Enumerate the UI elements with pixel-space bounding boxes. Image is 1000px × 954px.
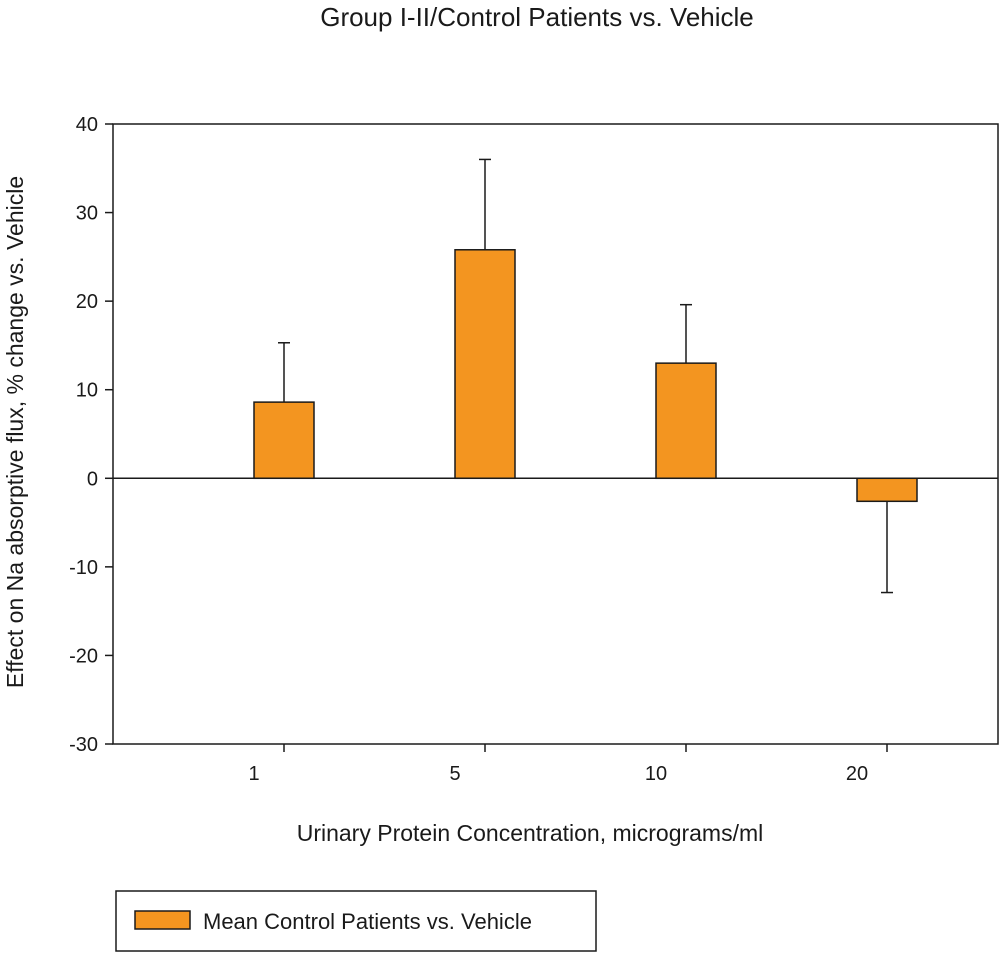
y-tick-label: 0 (87, 468, 98, 490)
legend-label: Mean Control Patients vs. Vehicle (203, 909, 532, 934)
x-axis-ticks: 1 5 10 20 (248, 744, 888, 785)
error-bars (278, 158, 893, 594)
y-axis-label: Effect on Na absorptive flux, % change v… (2, 176, 28, 688)
y-tick-label: 20 (76, 291, 98, 313)
bar (856, 477, 918, 503)
x-tick-label: 10 (645, 763, 667, 785)
chart-title: Group I-II/Control Patients vs. Vehicle (320, 2, 754, 32)
y-tick-label: -20 (69, 645, 98, 667)
bar-series (253, 249, 918, 503)
legend-swatch (134, 910, 191, 930)
y-axis-ticks: 40 30 20 10 0 -10 -20 -30 (69, 114, 113, 756)
bar (655, 362, 717, 480)
legend: Mean Control Patients vs. Vehicle (115, 890, 597, 952)
plot-frame (112, 123, 999, 745)
x-tick-label: 1 (248, 763, 259, 785)
x-tick-label: 20 (846, 763, 868, 785)
y-tick-label: -10 (69, 557, 98, 579)
x-axis-label: Urinary Protein Concentration, microgram… (297, 820, 764, 846)
y-tick-label: 10 (76, 380, 98, 402)
bar (253, 401, 315, 480)
x-tick-label: 5 (449, 763, 460, 785)
legend-frame (115, 890, 597, 952)
bar (454, 249, 516, 480)
y-tick-label: 40 (76, 114, 98, 136)
y-tick-label: -30 (69, 734, 98, 756)
y-tick-label: 30 (76, 203, 98, 225)
